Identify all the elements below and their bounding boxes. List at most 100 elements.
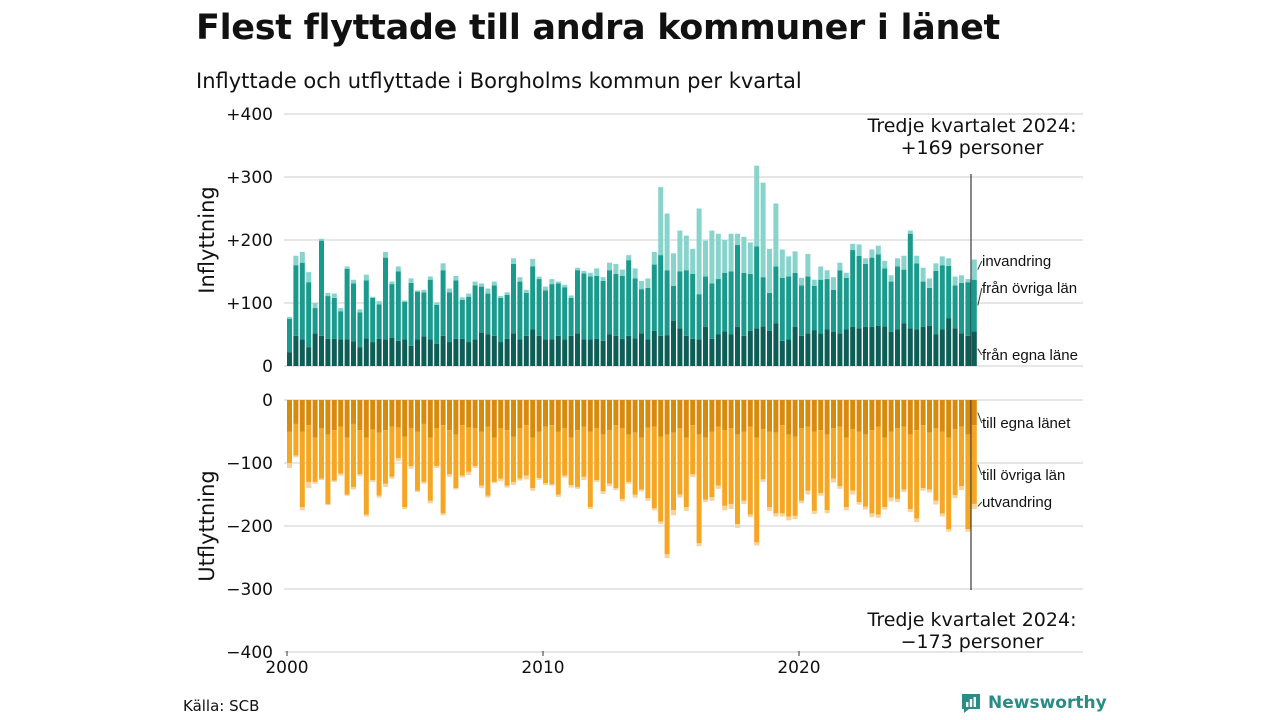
bar-segment: [306, 425, 312, 482]
bar-segment: [939, 329, 945, 366]
bar-segment: [344, 494, 350, 496]
bar-segment: [575, 486, 580, 489]
bar-segment: [914, 255, 920, 264]
bar-segment: [875, 245, 881, 255]
y-tick-label: +100: [226, 294, 273, 314]
bar-segment: [517, 428, 523, 479]
bar-segment: [312, 303, 318, 309]
series-label: från egna läne: [982, 347, 1078, 364]
bar-segment: [971, 425, 977, 504]
bar-segment: [511, 263, 516, 334]
bar-segment: [703, 240, 708, 277]
bar-segment: [850, 400, 856, 429]
bar-segment: [389, 400, 395, 427]
bar-segment: [447, 474, 452, 477]
bar-segment: [325, 292, 331, 297]
bar-segment: [715, 279, 721, 335]
bar-segment: [287, 431, 292, 463]
bar-segment: [440, 513, 446, 516]
bar-segment: [568, 400, 574, 438]
bar-segment: [536, 279, 542, 336]
series-label-connector: [977, 412, 983, 424]
bar-segment: [530, 266, 536, 330]
bar-segment: [645, 400, 651, 428]
bar-segment: [639, 333, 644, 366]
y-tick-label: 0: [262, 357, 273, 377]
bar-segment: [299, 507, 305, 511]
bar-segment: [338, 339, 344, 366]
bar-segment: [581, 476, 587, 481]
bar-segment: [779, 249, 785, 278]
bar-segment: [863, 506, 868, 510]
bar-segment: [965, 434, 971, 530]
bar-segment: [575, 267, 580, 271]
bar-segment: [824, 270, 830, 280]
bar-segment: [536, 276, 542, 280]
bar-segment: [421, 400, 427, 424]
bar-segment: [312, 437, 318, 482]
bar-segment: [562, 284, 568, 288]
bar-segment: [799, 400, 804, 429]
bar-segment: [760, 479, 766, 482]
bar-segment: [504, 292, 510, 295]
bar-segment: [479, 283, 484, 287]
bar-segment: [658, 436, 664, 522]
bar-segment: [837, 400, 843, 427]
bar-segment: [920, 326, 926, 366]
series-label-connector: [977, 501, 983, 507]
bar-segment: [901, 255, 907, 270]
bar-segment: [671, 432, 676, 511]
bar-segment: [453, 434, 459, 489]
bar-segment: [741, 272, 747, 336]
bar-segment: [767, 400, 772, 432]
bar-segment: [824, 400, 830, 435]
bar-segment: [888, 281, 894, 332]
bar-segment: [287, 318, 292, 353]
bar-segment: [811, 285, 817, 331]
bar-segment: [293, 455, 299, 458]
bar-segment: [895, 329, 900, 366]
bar-segment: [831, 331, 836, 366]
bar-segment: [856, 255, 862, 329]
bar-segment: [351, 423, 356, 487]
bar-segment: [299, 431, 305, 508]
bar-segment: [831, 289, 836, 332]
bar-segment: [389, 426, 395, 477]
bar-segment: [799, 277, 804, 286]
y-tick-label: +400: [226, 105, 273, 125]
bar-segment: [485, 400, 491, 427]
bar-segment: [728, 503, 734, 509]
bar-segment: [376, 304, 382, 339]
bar-segment: [875, 514, 881, 518]
bar-segment: [344, 266, 350, 269]
bar-segment: [434, 428, 440, 467]
bar-segment: [632, 432, 638, 495]
bar-segment: [888, 431, 894, 498]
bar-segment: [319, 400, 324, 429]
annotation-line1: Tredje kvartalet 2024:: [867, 115, 1077, 137]
bar-segment: [799, 428, 804, 501]
bar-segment: [709, 400, 715, 432]
bar-segment: [927, 400, 932, 433]
bar-segment: [325, 296, 331, 339]
bar-segment: [914, 518, 920, 523]
bar-segment: [338, 400, 344, 427]
bar-segment: [363, 338, 369, 366]
bar-segment: [331, 430, 337, 481]
bar-segment: [543, 339, 548, 366]
bar-segment: [639, 489, 644, 492]
bar-segment: [927, 325, 932, 366]
bar-segment: [805, 426, 811, 491]
bar-segment: [754, 328, 760, 366]
bar-segment: [651, 426, 657, 509]
bar-segment: [773, 400, 779, 433]
bar-segment: [939, 400, 945, 432]
bar-segment: [914, 329, 920, 366]
bar-segment: [907, 400, 913, 435]
bar-segment: [792, 515, 798, 520]
bar-segment: [434, 302, 440, 305]
bar-segment: [331, 400, 337, 431]
bar-segment: [645, 339, 651, 366]
bar-segment: [754, 400, 760, 438]
bar-segment: [376, 400, 382, 433]
